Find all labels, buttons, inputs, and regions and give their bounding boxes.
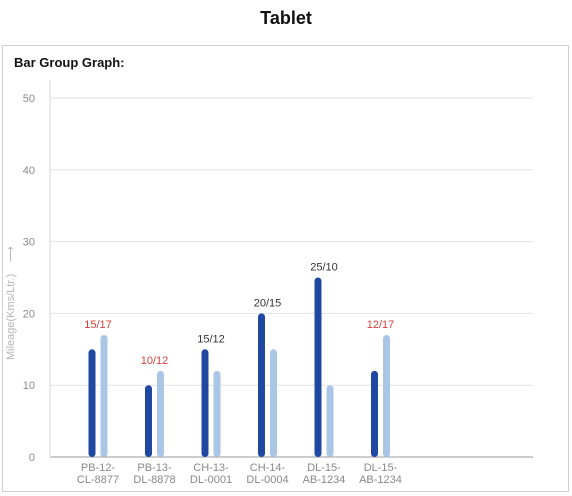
bar-series-1	[314, 277, 322, 457]
data-label: 12/17	[367, 319, 395, 331]
y-tick-label: 30	[23, 237, 35, 249]
y-tick-label: 10	[23, 380, 35, 392]
y-tick-label: 0	[29, 452, 35, 464]
x-category-label: CH-14-DL-0004	[246, 462, 288, 486]
y-tick-label: 50	[23, 93, 35, 105]
x-category-label: PB-12-CL-8877	[77, 462, 119, 486]
bar-series-1	[201, 349, 209, 457]
gridlines	[49, 80, 533, 458]
x-category-label: DL-15-AB-1234	[359, 462, 402, 486]
bar-series-2	[213, 370, 221, 457]
chart-card: Bar Group Graph:	[2, 45, 569, 492]
x-category-label: CH-13-DL-0001	[190, 462, 232, 486]
y-axis-arrow-icon: ⟶	[5, 246, 17, 262]
bar-series-1	[145, 385, 152, 457]
data-label: 20/15	[254, 297, 282, 309]
bar-series-2	[157, 370, 164, 457]
data-label: 15/17	[84, 319, 112, 331]
y-axis-label: Mileage(Kms/Ltr.)	[5, 274, 17, 360]
data-labels: 15/17 10/12 15/12 20/15 25/10 12/17	[84, 262, 394, 367]
bar-series-1	[258, 313, 265, 457]
bar-series-2	[270, 349, 277, 457]
y-axis-ticks: 0 10 20 30 40 50	[23, 93, 35, 464]
bar-series-2	[383, 334, 390, 457]
x-category-label: PB-13-DL-8878	[133, 462, 175, 486]
data-label: 15/12	[197, 333, 225, 345]
y-tick-label: 40	[23, 165, 35, 177]
bar-series-2	[326, 385, 334, 457]
x-category-label: DL-15-AB-1234	[303, 462, 346, 486]
x-axis-categories: PB-12-CL-8877 PB-13-DL-8878 CH-13-DL-0001 C…	[77, 462, 402, 486]
data-label: 25/10	[310, 262, 338, 274]
chart-card-title: Bar Group Graph:	[14, 55, 125, 70]
bars	[88, 277, 390, 457]
y-tick-label: 20	[23, 308, 35, 320]
bar-series-2	[100, 334, 108, 457]
data-label: 10/12	[141, 355, 169, 367]
page-title: Tablet	[260, 8, 312, 28]
bar-series-1	[88, 349, 96, 457]
bar-series-1	[371, 370, 378, 457]
